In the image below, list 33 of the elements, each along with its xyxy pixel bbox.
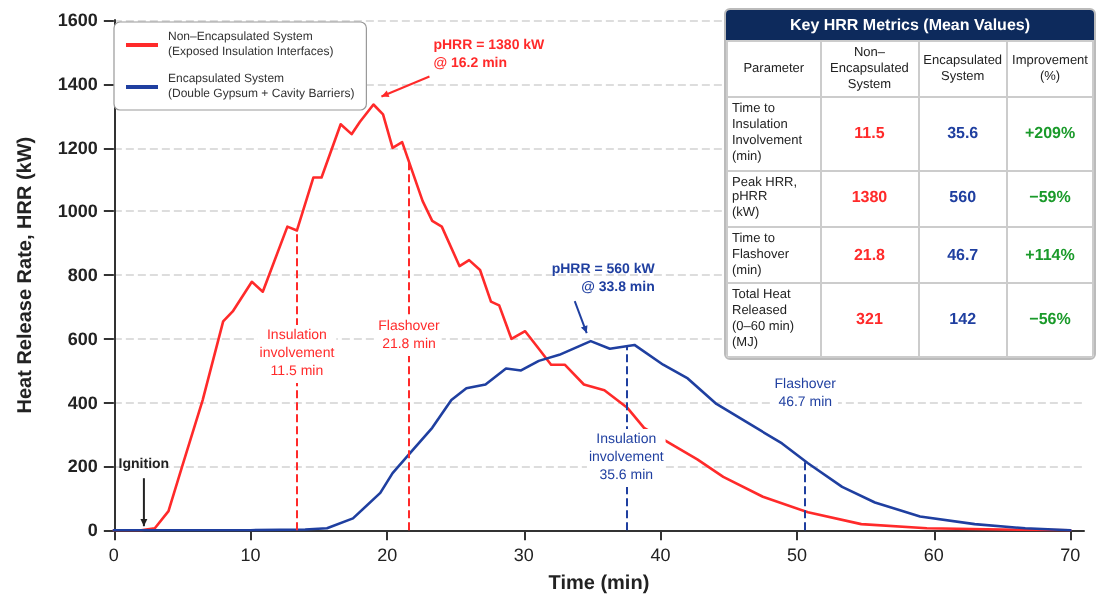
x-axis-title: Time (min) <box>548 573 650 595</box>
annotation: +209% <box>1007 97 1093 171</box>
x-tick-label: 60 <box>923 545 944 566</box>
y-tick-label: 800 <box>67 265 98 286</box>
x-tick-label: 0 <box>108 545 119 566</box>
y-tick-label: 1200 <box>57 137 98 158</box>
x-tick-label: 70 <box>1060 545 1081 566</box>
y-tick-label: 600 <box>67 328 98 349</box>
y-axis-title: Heat Release Rate, HRR (kW) <box>15 136 37 414</box>
x-tick-label: 50 <box>787 545 808 566</box>
annotation: 35.6 <box>918 97 1008 171</box>
y-tick-label: 1000 <box>57 201 98 222</box>
annotation: +114% <box>1007 226 1093 284</box>
annotation: 1380 <box>820 170 919 227</box>
line-series <box>112 339 1072 532</box>
y-tick-label: 400 <box>67 392 98 413</box>
y-tick-label: 200 <box>67 456 98 477</box>
annotation: 142 <box>918 283 1008 357</box>
annotation: 46.7 <box>918 226 1008 284</box>
annotation: 321 <box>820 283 919 357</box>
x-tick-label: 40 <box>650 545 671 566</box>
annotation: 11.5 <box>820 97 919 171</box>
annotation: 560 <box>918 170 1008 227</box>
y-tick-label: 1600 <box>57 10 98 30</box>
y-tick-label: 1400 <box>57 73 98 94</box>
text: Key HRR Metrics (Mean Values) <box>726 10 1094 40</box>
annotation: −59% <box>1007 170 1093 227</box>
x-tick-label: 20 <box>377 545 398 566</box>
annotation: 21.8 <box>820 226 919 284</box>
annotation: −56% <box>1007 283 1093 357</box>
x-tick-label: 10 <box>240 545 261 566</box>
y-tick-label: 0 <box>87 520 98 541</box>
x-tick-label: 30 <box>513 545 534 566</box>
